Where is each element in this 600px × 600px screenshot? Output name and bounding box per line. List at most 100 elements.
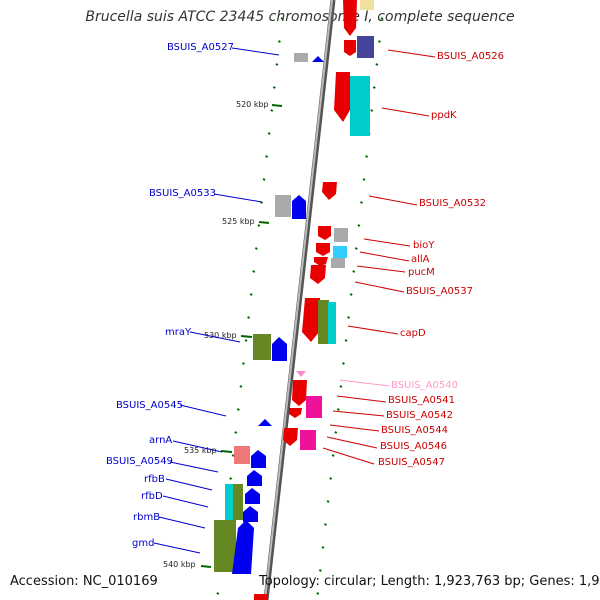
kbp-label-530: 530 kbp: [204, 331, 237, 340]
gene-label[interactable]: BSUIS_A0527: [167, 42, 234, 53]
gene-label[interactable]: BSUIS_A0526: [437, 51, 504, 62]
scale-tick: [372, 86, 376, 89]
gene-feature[interactable]: [322, 182, 337, 200]
gene-feature[interactable]: [283, 428, 298, 446]
gene-feature[interactable]: [300, 430, 316, 450]
gene-label[interactable]: BSUIS_A0547: [378, 457, 445, 468]
gene-feature[interactable]: [334, 72, 350, 122]
gene-label[interactable]: BSUIS_A0537: [406, 286, 473, 297]
scale-tick: [272, 86, 276, 89]
gene-feature[interactable]: [233, 484, 243, 520]
gene-feature[interactable]: [333, 246, 347, 258]
gene-feature[interactable]: [292, 380, 307, 406]
scale-tick: [234, 431, 238, 434]
gene-label[interactable]: arnA: [149, 435, 172, 446]
gene-feature[interactable]: [312, 56, 324, 62]
scale-tick: [375, 63, 379, 66]
forward-gene-labels: BSUIS_A0527 BSUIS_A0533 mraY BSUIS_A0545…: [106, 42, 234, 549]
gene-feature[interactable]: [294, 53, 308, 62]
gene-feature[interactable]: [275, 195, 291, 217]
scale-tick: [344, 339, 348, 342]
gene-label[interactable]: rbmB: [133, 512, 160, 523]
gene-label[interactable]: BSUIS_A0546: [380, 441, 447, 452]
scale-labels: 520 kbp 525 kbp 530 kbp 535 kbp 540 kbp: [163, 100, 283, 569]
gene-feature[interactable]: [214, 520, 236, 572]
scale-tick: [216, 592, 220, 595]
gene-label[interactable]: BSUIS_A0533: [149, 188, 216, 199]
scale-tick: [342, 362, 345, 365]
gene-feature[interactable]: [234, 446, 250, 464]
gene-label[interactable]: rfbD: [141, 491, 163, 502]
label-leader-lines: [153, 47, 436, 554]
gene-label[interactable]: BSUIS_A0532: [419, 198, 486, 209]
gene-feature[interactable]: [334, 228, 348, 242]
scale-tick: [347, 316, 351, 319]
gene-label[interactable]: rfbB: [144, 474, 165, 485]
gene-label[interactable]: capD: [400, 328, 426, 339]
gene-feature[interactable]: [357, 36, 374, 58]
gene-feature[interactable]: [296, 371, 306, 377]
gene-feature[interactable]: [251, 450, 266, 468]
gene-label[interactable]: allA: [411, 254, 430, 265]
gene-feature[interactable]: [254, 594, 268, 600]
gene-feature[interactable]: [331, 258, 345, 268]
gene-label[interactable]: mraY: [165, 327, 192, 338]
gene-feature[interactable]: [258, 419, 272, 426]
gene-feature[interactable]: [350, 76, 370, 136]
gene-feature[interactable]: [344, 40, 356, 56]
scale-tick: [270, 109, 274, 112]
scale-tick: [365, 155, 369, 158]
gene-feature[interactable]: [272, 337, 287, 361]
gene-label[interactable]: gmd: [132, 538, 154, 549]
gene-feature[interactable]: [316, 243, 330, 256]
gene-feature[interactable]: [247, 470, 262, 486]
gene-label[interactable]: pucM: [408, 267, 435, 278]
scale-tick: [377, 40, 381, 43]
gene-feature[interactable]: [360, 0, 374, 10]
gene-label[interactable]: BSUIS_A0542: [386, 410, 453, 421]
gene-feature[interactable]: [318, 226, 331, 240]
scale-tick: [326, 500, 330, 503]
gene-feature[interactable]: [302, 298, 320, 342]
gene-feature[interactable]: [314, 257, 328, 266]
gene-feature[interactable]: [245, 488, 260, 504]
gene-feature[interactable]: [289, 408, 302, 418]
gene-feature[interactable]: [243, 506, 258, 522]
scale-tick: [329, 477, 333, 480]
gene-feature[interactable]: [253, 334, 271, 360]
scale-tick: [262, 178, 266, 181]
scale-tick: [336, 408, 340, 411]
scale-tick: [254, 247, 258, 250]
gene-label[interactable]: BSUIS_A0545: [116, 400, 183, 411]
scale-tick: [249, 293, 253, 296]
scale-tick: [239, 385, 243, 388]
forward-strand-features: [214, 53, 324, 574]
kbp-label-535: 535 kbp: [184, 446, 217, 455]
gene-feature[interactable]: [318, 300, 329, 344]
map-title: Brucella suis ATCC 23445 chromosome I, c…: [85, 9, 515, 25]
gene-label[interactable]: ppdK: [431, 110, 457, 121]
scale-tick: [231, 454, 235, 457]
scale-tick: [359, 201, 363, 204]
gene-feature[interactable]: [232, 520, 254, 574]
gene-label-faded[interactable]: BSUIS_A0540: [391, 380, 458, 391]
gene-feature[interactable]: [328, 302, 336, 344]
gene-feature[interactable]: [292, 195, 306, 219]
gene-feature[interactable]: [225, 484, 235, 520]
scale-ticks: [216, 17, 384, 595]
gene-label[interactable]: BSUIS_A0541: [388, 395, 455, 406]
scale-tick: [354, 247, 358, 250]
gene-feature[interactable]: [306, 396, 322, 418]
scale-tick: [352, 270, 356, 273]
scale-tick: [277, 40, 281, 43]
gene-label[interactable]: BSUIS_A0549: [106, 456, 173, 467]
scale-tick: [370, 109, 374, 112]
scale-tick: [242, 362, 245, 365]
scale-tick: [318, 569, 322, 572]
gene-feature[interactable]: [343, 0, 357, 36]
gene-feature[interactable]: [310, 265, 326, 284]
gene-label[interactable]: bioY: [413, 240, 435, 251]
kbp-label-540: 540 kbp: [163, 560, 196, 569]
gene-label[interactable]: BSUIS_A0544: [381, 425, 448, 436]
scale-tick: [244, 339, 248, 342]
